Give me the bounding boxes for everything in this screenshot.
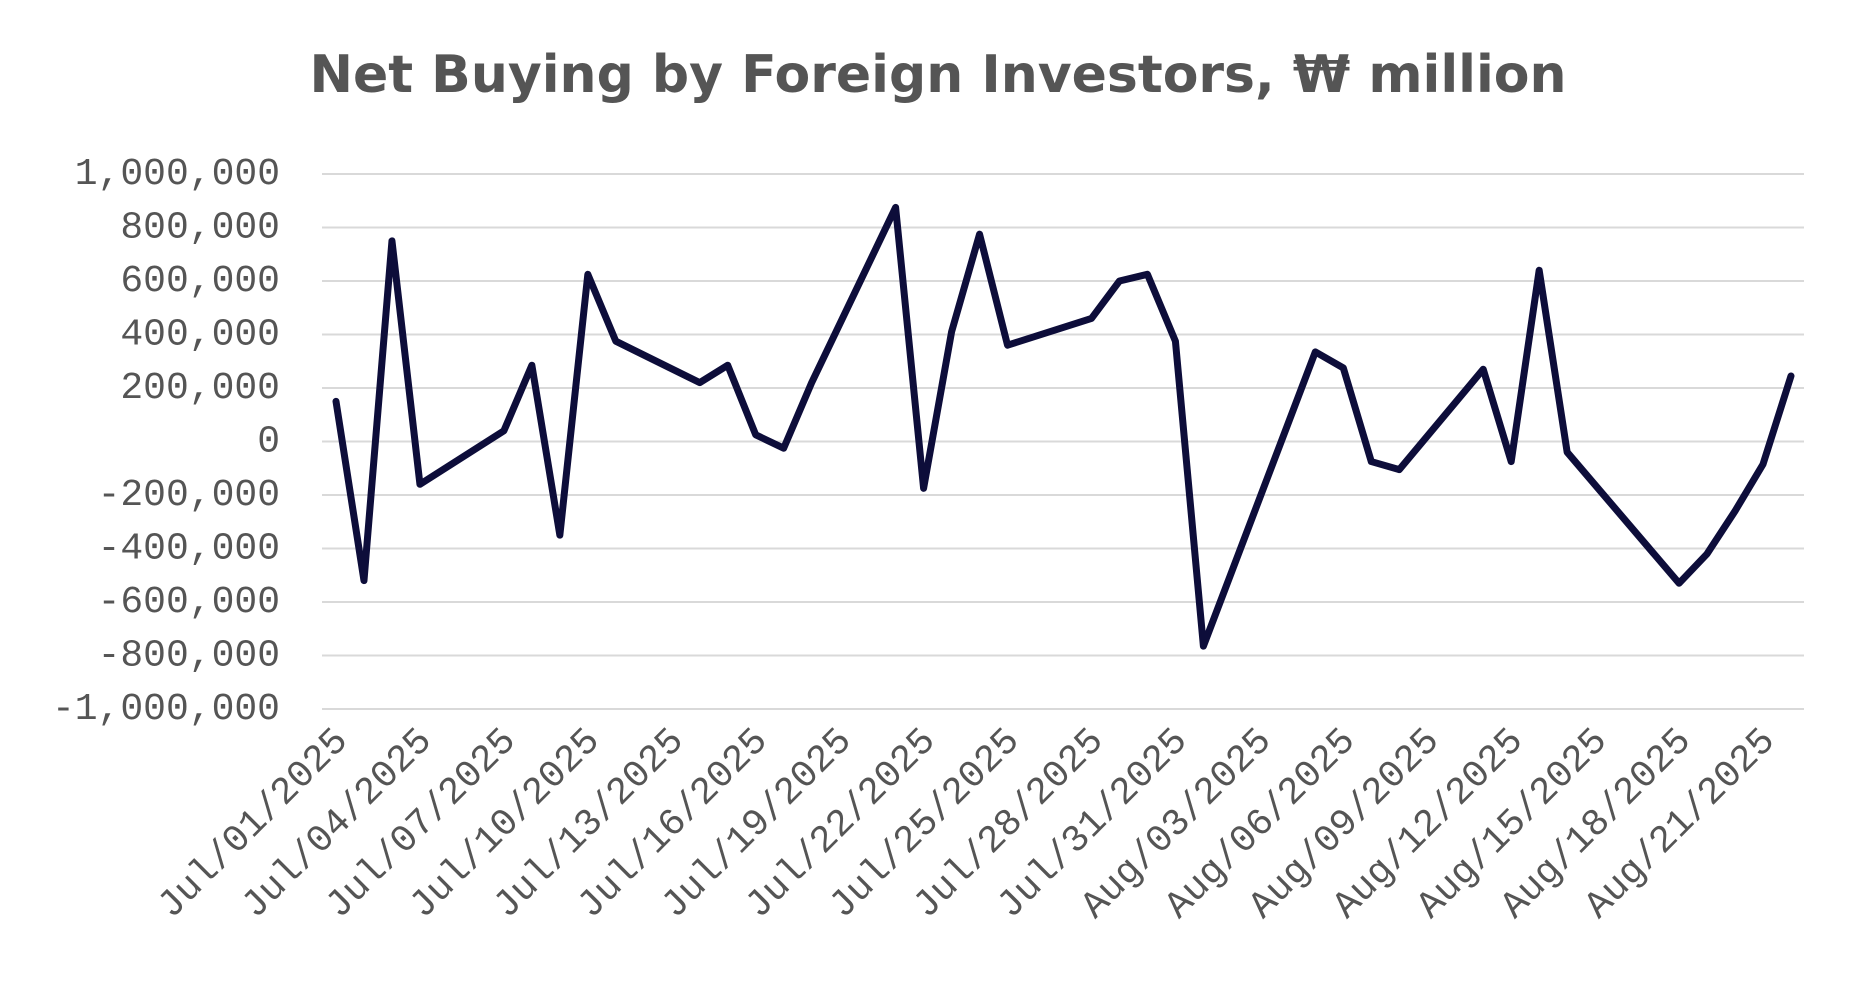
- y-tick-label: 200,000: [120, 367, 280, 410]
- line-series: [332, 203, 1795, 650]
- y-tick-label: 0: [257, 421, 280, 464]
- y-tick-label: -600,000: [98, 581, 280, 624]
- y-tick-label: 600,000: [120, 260, 280, 303]
- y-tick-label: 800,000: [120, 207, 280, 250]
- y-tick-label: 1,000,000: [75, 153, 280, 196]
- y-tick-label: -800,000: [98, 635, 280, 678]
- y-tick-label: 400,000: [120, 314, 280, 357]
- chart-title: Net Buying by Foreign Investors, ₩ milli…: [309, 45, 1566, 105]
- y-tick-label: -400,000: [98, 528, 280, 571]
- y-tick-label: -200,000: [98, 474, 280, 517]
- y-tick-label: -1,000,000: [52, 688, 280, 731]
